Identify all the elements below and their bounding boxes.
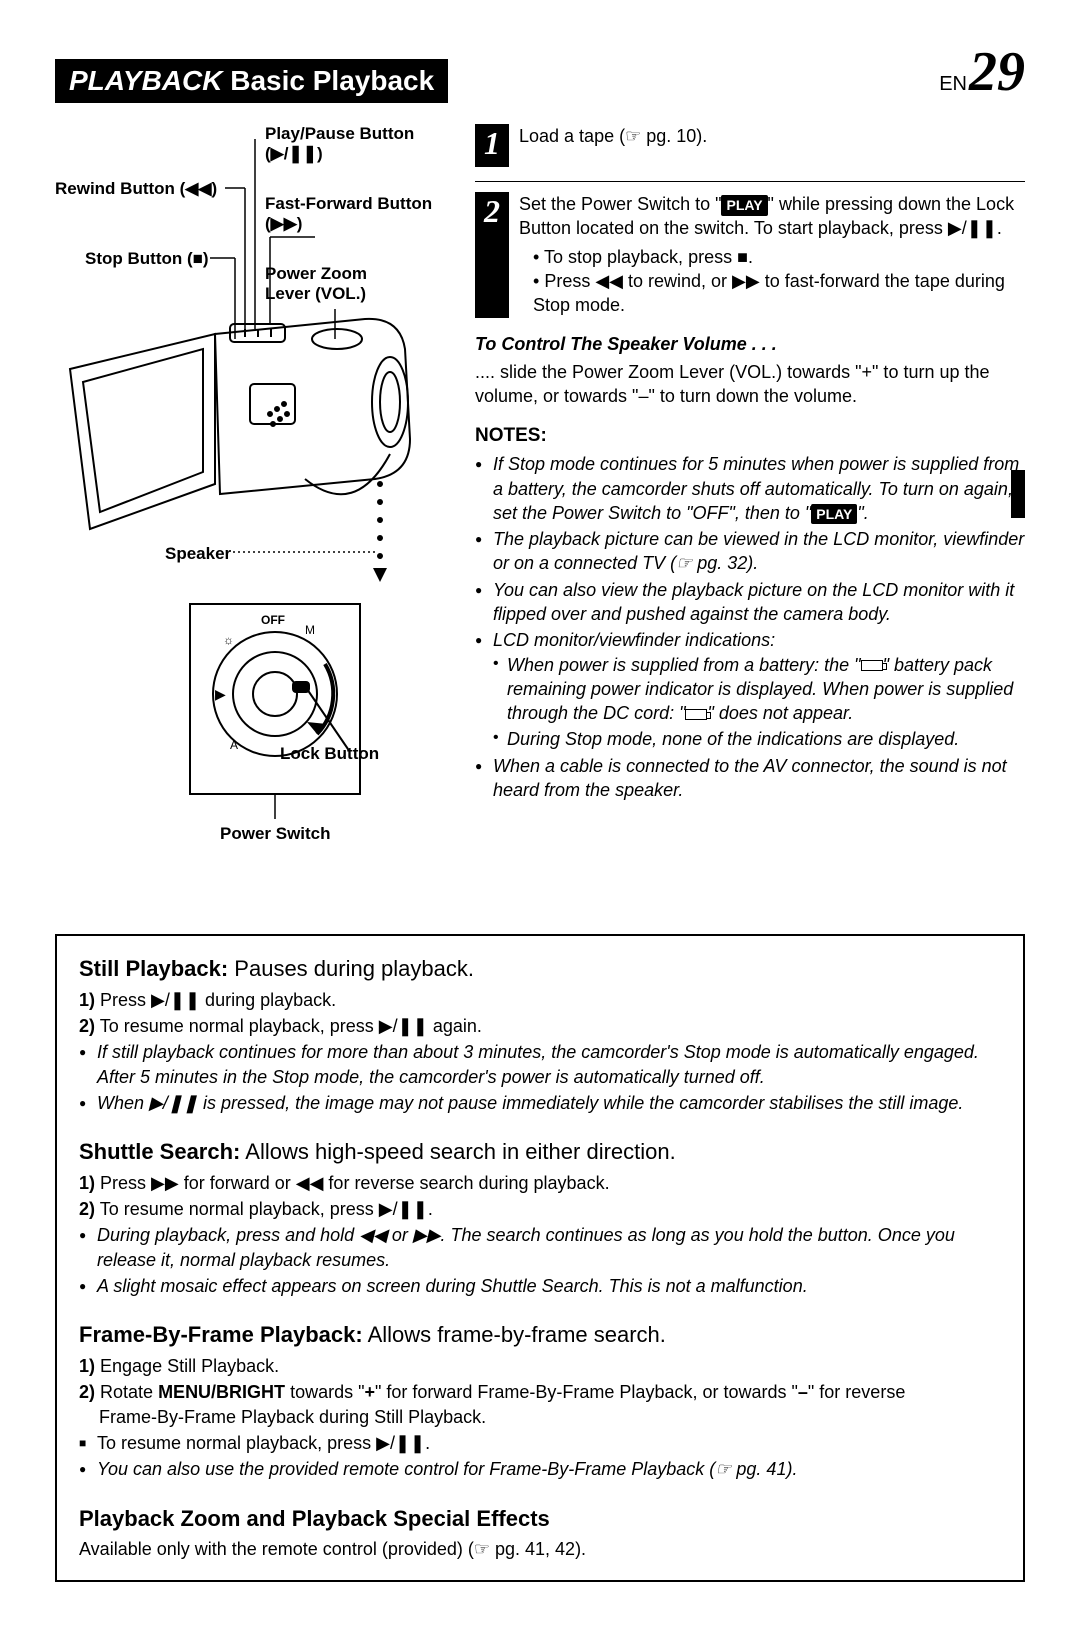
notes-list: If Stop mode continues for 5 minutes whe… bbox=[475, 452, 1025, 802]
step-2: 2 Set the Power Switch to "PLAY" while p… bbox=[475, 192, 1025, 317]
note-4: LCD monitor/viewfinder indications: When… bbox=[475, 628, 1025, 751]
camcorder-svg: OFF ☼ ▶ A M bbox=[55, 124, 445, 894]
zoom-text: Available only with the remote control (… bbox=[79, 1537, 1001, 1561]
svg-text:M: M bbox=[305, 623, 315, 637]
note-5: When a cable is connected to the AV conn… bbox=[475, 754, 1025, 803]
shuttle-search-section: Shuttle Search: Allows high-speed search… bbox=[79, 1137, 1001, 1298]
note-2: The playback picture can be viewed in th… bbox=[475, 527, 1025, 576]
still-note-2: When ▶/❚❚ is pressed, the image may not … bbox=[79, 1091, 1001, 1115]
play-badge: PLAY bbox=[811, 504, 857, 525]
section-title-band: PLAYBACK Basic Playback bbox=[55, 59, 448, 103]
note-1: If Stop mode continues for 5 minutes whe… bbox=[475, 452, 1025, 525]
zoom-heading: Playback Zoom and Playback Special Effec… bbox=[79, 1504, 1001, 1534]
still-playback-section: Still Playback: Pauses during playback. … bbox=[79, 954, 1001, 1115]
camcorder-diagram: Play/Pause Button (▶/❚❚) Rewind Button (… bbox=[55, 124, 445, 894]
shuttle-step-2: 2) To resume normal playback, press ▶/❚❚… bbox=[79, 1197, 1001, 1221]
shuttle-note-2: A slight mosaic effect appears on screen… bbox=[79, 1274, 1001, 1298]
battery-icon bbox=[685, 709, 707, 720]
title-rest: Basic Playback bbox=[222, 65, 434, 96]
still-step-1: 1) 1) Press ▶/❚❚ during playback.Press ▶… bbox=[79, 988, 1001, 1012]
step-2-text: Set the Power Switch to "PLAY" while pre… bbox=[519, 192, 1025, 317]
battery-icon bbox=[861, 660, 883, 671]
still-note-1: If still playback continues for more tha… bbox=[79, 1040, 1001, 1089]
page-number: EN 29 bbox=[939, 40, 1025, 104]
instructions-column: 1 Load a tape (☞ pg. 10). 2 Set the Powe… bbox=[475, 124, 1025, 894]
step-1: 1 Load a tape (☞ pg. 10). bbox=[475, 124, 1025, 167]
step-2-bullet-2: • Press ◀◀ to rewind, or ▶▶ to fast-forw… bbox=[533, 269, 1025, 318]
svg-text:▶: ▶ bbox=[215, 686, 226, 702]
notes-heading: NOTES: bbox=[475, 423, 1025, 449]
frame-heading: Frame-By-Frame Playback: Allows frame-by… bbox=[79, 1320, 1001, 1350]
frame-step-2: 2) Rotate MENU/BRIGHT towards "+" for fo… bbox=[79, 1380, 1001, 1429]
step-1-text: Load a tape (☞ pg. 10). bbox=[519, 124, 1025, 167]
playback-modes-box: Still Playback: Pauses during playback. … bbox=[55, 934, 1025, 1582]
page-header: PLAYBACK Basic Playback EN 29 bbox=[55, 40, 1025, 104]
still-heading: Still Playback: Pauses during playback. bbox=[79, 954, 1001, 984]
svg-text:OFF: OFF bbox=[261, 613, 285, 627]
svg-text:A: A bbox=[230, 738, 238, 752]
note-3: You can also view the playback picture o… bbox=[475, 578, 1025, 627]
still-step-2: 2) To resume normal playback, press ▶/❚❚… bbox=[79, 1014, 1001, 1038]
frame-by-frame-section: Frame-By-Frame Playback: Allows frame-by… bbox=[79, 1320, 1001, 1481]
frame-note-1: You can also use the provided remote con… bbox=[79, 1457, 1001, 1481]
play-badge: PLAY bbox=[721, 195, 767, 216]
svg-text:☼: ☼ bbox=[223, 633, 234, 647]
step-1-number: 1 bbox=[475, 124, 509, 167]
note-4a: When power is supplied from a battery: t… bbox=[493, 653, 1025, 726]
shuttle-heading: Shuttle Search: Allows high-speed search… bbox=[79, 1137, 1001, 1167]
shuttle-note-1: During playback, press and hold ◀◀ or ▶▶… bbox=[79, 1223, 1001, 1272]
step-2-pre: Set the Power Switch to " bbox=[519, 194, 721, 214]
step-2-number: 2 bbox=[475, 192, 509, 317]
frame-resume: To resume normal playback, press ▶/❚❚. bbox=[79, 1431, 1001, 1455]
volume-heading: To Control The Speaker Volume . . . bbox=[475, 332, 1025, 356]
volume-text: .... slide the Power Zoom Lever (VOL.) t… bbox=[475, 360, 1025, 409]
page-num-value: 29 bbox=[969, 40, 1025, 104]
shuttle-step-1: 1) Press ▶▶ for forward or ◀◀ for revers… bbox=[79, 1171, 1001, 1195]
title-italic: PLAYBACK bbox=[69, 65, 222, 96]
note-4b: During Stop mode, none of the indication… bbox=[493, 727, 1025, 751]
frame-step-1: 1) Engage Still Playback. bbox=[79, 1354, 1001, 1378]
step-2-bullet-1: • To stop playback, press ■. bbox=[533, 245, 1025, 269]
page-lang: EN bbox=[939, 73, 967, 96]
